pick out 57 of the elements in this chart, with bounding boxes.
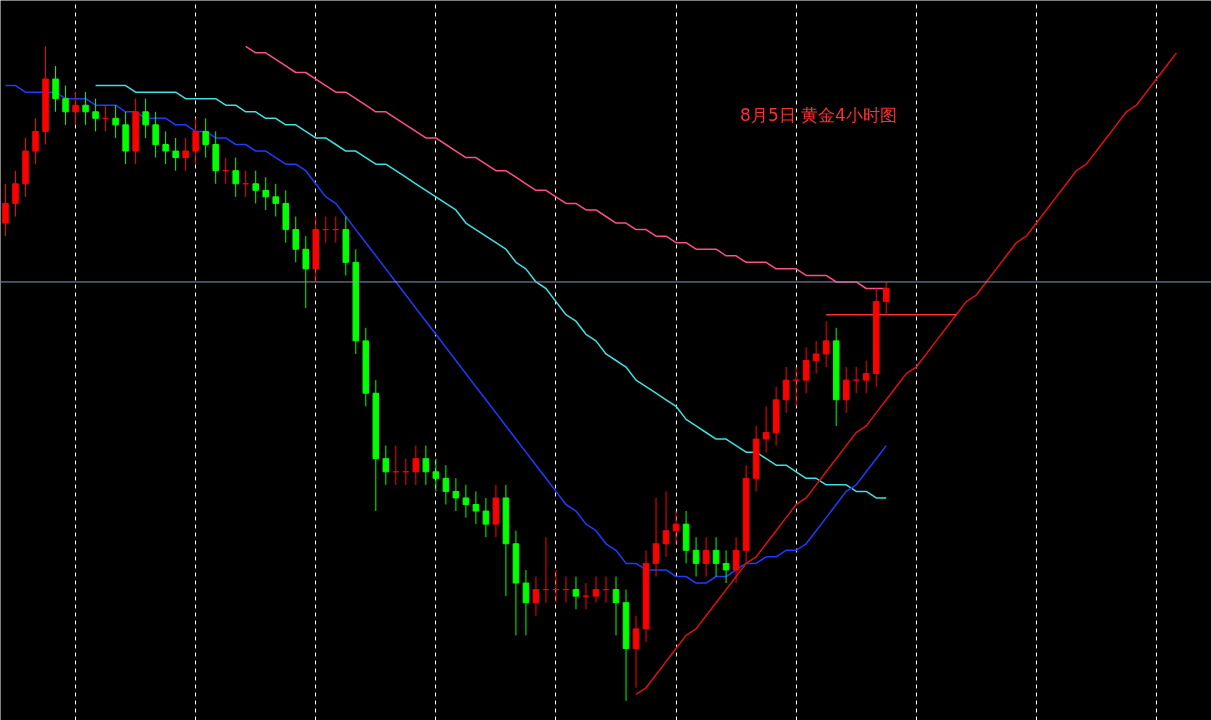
candlestick: [462, 484, 470, 519]
candlestick: [672, 510, 680, 545]
candlestick: [482, 497, 490, 538]
candlestick: [592, 576, 600, 604]
candlestick: [572, 576, 580, 610]
candlestick: [32, 117, 39, 165]
candlestick: [472, 490, 480, 525]
candlestick: [812, 340, 820, 375]
candlestick: [712, 536, 720, 577]
candlestick: [92, 98, 99, 132]
candlestick: [442, 464, 450, 505]
candlestick: [782, 366, 790, 414]
candlestick: [842, 366, 850, 414]
candlestick: [522, 569, 530, 636]
candlestick: [882, 281, 890, 316]
candlestick: [82, 91, 89, 126]
candlestick: [62, 85, 69, 126]
candlestick: [432, 458, 440, 492]
candlestick: [612, 576, 620, 636]
text: 8月5日 黄金4小时图: [740, 104, 897, 125]
candlestick: [52, 65, 59, 113]
candlestick: [662, 490, 670, 558]
candlestick: [272, 183, 279, 217]
candlestick: [732, 536, 740, 584]
candlestick: [862, 360, 870, 394]
candlestick: [692, 536, 700, 577]
candlestick: [632, 615, 640, 689]
candlestick: [172, 137, 179, 172]
candlestick: [412, 445, 420, 486]
candlestick: [852, 366, 860, 394]
candlestick: [652, 497, 660, 577]
candlestick: [152, 111, 159, 159]
candlestick: [822, 320, 830, 368]
candlestick: [582, 582, 590, 610]
candlestick: [192, 117, 199, 165]
candlestick: [722, 549, 730, 584]
candlestick: [2, 183, 9, 237]
candlestick: [232, 157, 239, 198]
candlestick: [802, 346, 810, 394]
candlestick: [252, 170, 259, 204]
candlestick: [382, 445, 390, 486]
candlestick: [72, 91, 79, 126]
candlestick: [292, 216, 299, 263]
candlestick: [162, 130, 169, 165]
candlestick: [182, 137, 189, 172]
candlestick: [792, 366, 800, 407]
candlestick: [302, 235, 309, 309]
candlestick: [112, 104, 119, 139]
candlestick: [452, 477, 460, 512]
candlestick: [202, 117, 209, 159]
candlestick: [422, 445, 430, 486]
candlestick: [142, 98, 149, 139]
candlestick: [702, 536, 710, 577]
candlestick: [12, 170, 19, 217]
candlestick: [262, 176, 269, 211]
candlestick: [762, 405, 770, 453]
candlestick: [532, 576, 540, 617]
